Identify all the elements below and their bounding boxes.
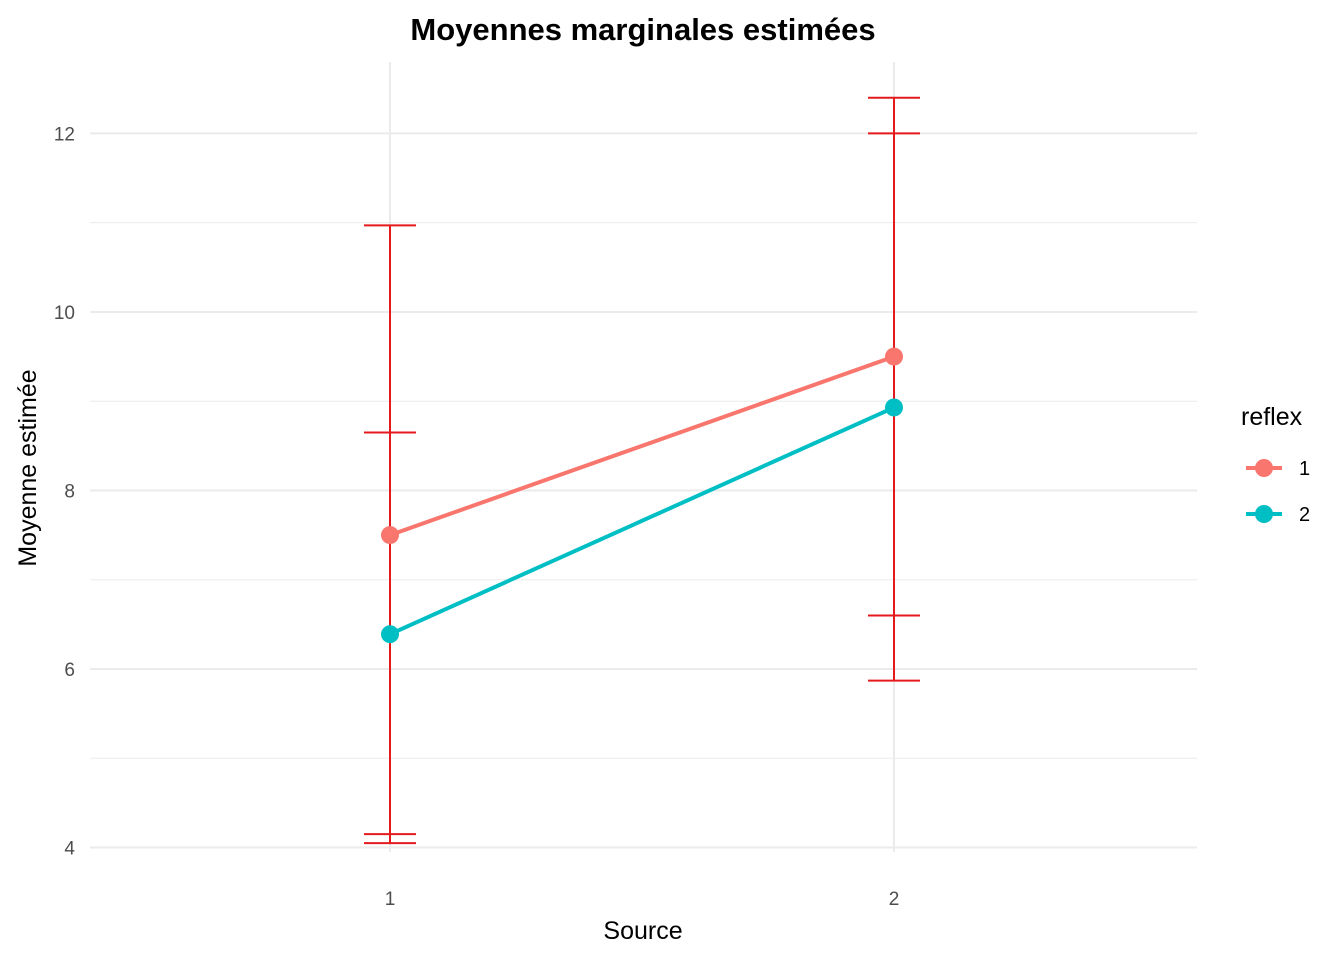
legend-key-point — [1255, 505, 1273, 523]
series-line-1 — [388, 354, 896, 538]
data-point-reflex-1 — [885, 347, 903, 366]
y-tick-labels: 4 6 8 10 12 — [54, 124, 76, 859]
data-point-reflex-2 — [885, 398, 903, 417]
y-tick-label: 6 — [64, 660, 75, 681]
legend-items: 12 — [1246, 458, 1310, 526]
chart-title: Moyennes marginales estimées — [410, 12, 875, 47]
series-lines — [388, 354, 896, 637]
data-point-reflex-1 — [381, 526, 399, 545]
y-tick-label: 10 — [54, 303, 75, 324]
series-line-2 — [388, 405, 896, 637]
legend: reflex 12 — [1241, 403, 1310, 526]
y-tick-label: 4 — [64, 839, 75, 860]
data-point-reflex-2 — [381, 625, 399, 644]
legend-key-point — [1255, 459, 1273, 477]
legend-label: 1 — [1299, 458, 1310, 480]
y-axis-title: Moyenne estimée — [14, 369, 42, 566]
x-tick-label: 2 — [889, 889, 900, 910]
y-tick-label: 8 — [64, 481, 75, 502]
x-tick-label: 1 — [385, 889, 396, 910]
grid — [90, 62, 1197, 852]
x-axis-title: Source — [603, 917, 682, 945]
data-points — [381, 347, 903, 644]
error-bars — [364, 96, 920, 845]
legend-label: 2 — [1299, 504, 1310, 526]
legend-title: reflex — [1241, 403, 1303, 431]
y-tick-label: 12 — [54, 124, 75, 145]
